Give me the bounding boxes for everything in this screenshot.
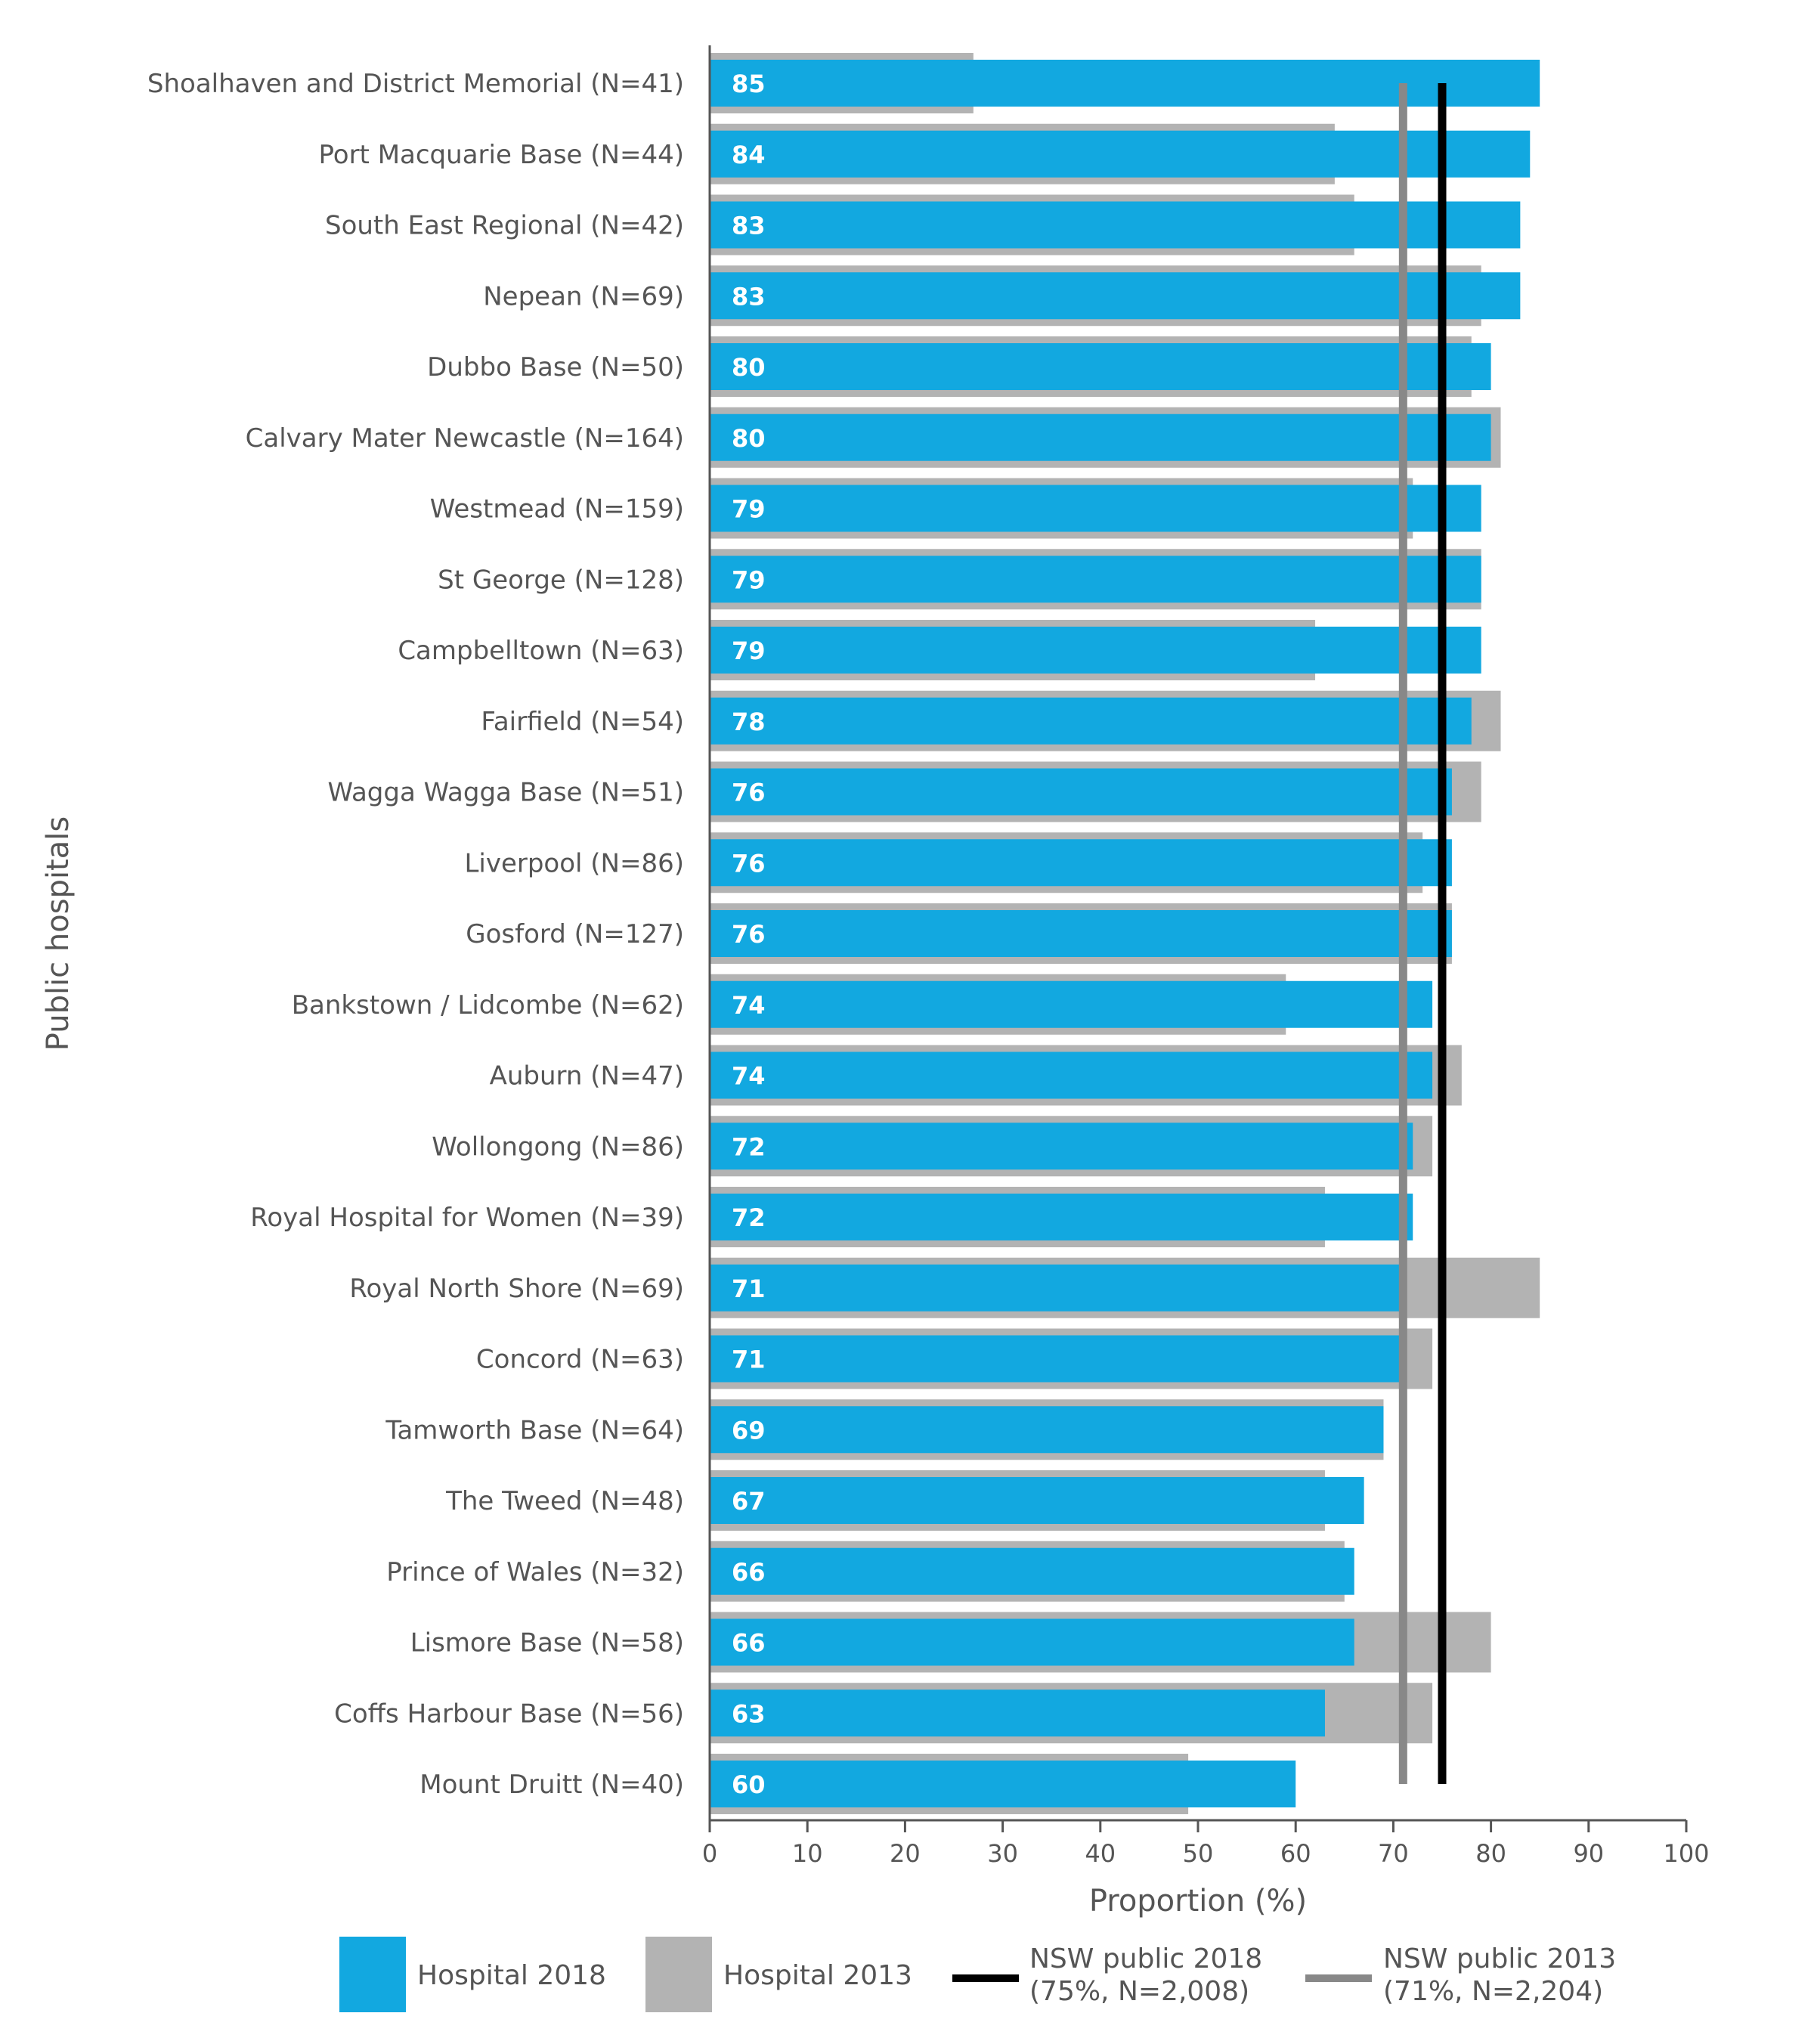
bar-2018 bbox=[710, 1051, 1433, 1099]
legend-label-2013: Hospital 2013 bbox=[723, 1960, 912, 1991]
y-axis-title: Public hospitals bbox=[41, 816, 76, 1051]
x-tick-label: 50 bbox=[1183, 1839, 1214, 1868]
bar-2018 bbox=[710, 556, 1481, 603]
data-label: 76 bbox=[732, 920, 766, 949]
category-label: Concord (N=63) bbox=[476, 1345, 684, 1375]
category-label: Prince of Wales (N=32) bbox=[386, 1557, 684, 1587]
x-tick-label: 60 bbox=[1280, 1839, 1311, 1868]
data-label: 66 bbox=[732, 1629, 766, 1658]
category-label: Royal North Shore (N=69) bbox=[349, 1274, 684, 1304]
data-label: 63 bbox=[732, 1699, 766, 1728]
data-label: 74 bbox=[732, 1062, 766, 1091]
data-label: 83 bbox=[732, 212, 766, 240]
category-label: Campbelltown (N=63) bbox=[398, 636, 684, 666]
data-label: 67 bbox=[732, 1487, 766, 1516]
category-label: Port Macquarie Base (N=44) bbox=[318, 140, 684, 170]
category-label: Gosford (N=127) bbox=[466, 919, 684, 949]
bar-2018 bbox=[710, 627, 1481, 674]
data-label: 79 bbox=[732, 565, 766, 594]
category-label: Wagga Wagga Base (N=51) bbox=[328, 778, 684, 808]
legend-label: NSW public 2013 bbox=[1383, 1943, 1616, 1974]
bar-2018 bbox=[710, 839, 1452, 887]
data-label: 72 bbox=[732, 1132, 766, 1161]
category-label: Lismore Base (N=58) bbox=[410, 1628, 684, 1658]
category-label: Tamworth Base (N=64) bbox=[385, 1415, 684, 1445]
data-label: 66 bbox=[732, 1558, 766, 1587]
category-label: Shoalhaven and District Memorial (N=41) bbox=[147, 69, 684, 99]
data-label: 69 bbox=[732, 1416, 766, 1445]
bar-2018 bbox=[710, 1406, 1384, 1454]
bar-2018 bbox=[710, 1689, 1325, 1737]
legend-label: NSW public 2018 bbox=[1029, 1943, 1262, 1974]
data-label: 79 bbox=[732, 495, 766, 524]
data-label: 85 bbox=[732, 70, 766, 98]
category-label: The Tweed (N=48) bbox=[445, 1486, 684, 1516]
bar-2018 bbox=[710, 1335, 1404, 1383]
x-tick-label: 30 bbox=[987, 1839, 1018, 1868]
x-tick-label: 40 bbox=[1085, 1839, 1116, 1868]
data-label: 74 bbox=[732, 991, 766, 1020]
bar-2018 bbox=[710, 130, 1531, 178]
category-label: Auburn (N=47) bbox=[490, 1061, 684, 1092]
bar-2018 bbox=[710, 1194, 1413, 1240]
legend-detail: (71%, N=2,204) bbox=[1383, 1976, 1603, 2007]
category-label: Dubbo Base (N=50) bbox=[427, 352, 684, 382]
data-label: 80 bbox=[732, 424, 766, 453]
category-label: South East Regional (N=42) bbox=[325, 211, 684, 241]
data-label: 71 bbox=[732, 1274, 766, 1303]
category-label: Fairfield (N=54) bbox=[481, 707, 684, 737]
category-label: Royal Hospital for Women (N=39) bbox=[250, 1203, 684, 1233]
data-label: 84 bbox=[732, 141, 766, 169]
x-tick-label: 0 bbox=[702, 1839, 717, 1868]
legend-swatch-2013 bbox=[645, 1937, 712, 2012]
data-label: 72 bbox=[732, 1203, 766, 1232]
category-label: St George (N=128) bbox=[438, 565, 684, 595]
data-label: 78 bbox=[732, 708, 766, 736]
category-label: Nepean (N=69) bbox=[483, 281, 684, 311]
category-label: Liverpool (N=86) bbox=[464, 848, 684, 878]
data-label: 83 bbox=[732, 282, 766, 311]
x-tick-label: 100 bbox=[1663, 1839, 1709, 1868]
bar-2018 bbox=[710, 697, 1472, 745]
legend-label-2018: Hospital 2018 bbox=[417, 1960, 606, 1991]
data-label: 80 bbox=[732, 353, 766, 382]
data-label: 71 bbox=[732, 1346, 766, 1374]
data-label: 60 bbox=[732, 1770, 766, 1799]
category-label: Wollongong (N=86) bbox=[432, 1132, 684, 1162]
legend-swatch-2018 bbox=[339, 1937, 406, 2012]
bar-2018 bbox=[710, 910, 1452, 957]
bar-2018 bbox=[710, 485, 1481, 532]
bar-2018 bbox=[710, 1547, 1354, 1595]
bar-2018 bbox=[710, 343, 1491, 390]
category-label: Mount Druitt (N=40) bbox=[419, 1770, 684, 1800]
x-tick-label: 10 bbox=[792, 1839, 823, 1868]
bar-2018 bbox=[710, 768, 1452, 816]
x-tick-label: 80 bbox=[1475, 1839, 1506, 1868]
bar-2018 bbox=[710, 201, 1521, 249]
bar-2018 bbox=[710, 1264, 1404, 1312]
bar-2018 bbox=[710, 980, 1433, 1028]
x-tick-label: 20 bbox=[890, 1839, 921, 1868]
bar-2018 bbox=[710, 272, 1521, 320]
bar-2018 bbox=[710, 1477, 1364, 1524]
bar-2018 bbox=[710, 1618, 1354, 1666]
x-axis-title: Proportion (%) bbox=[1089, 1884, 1307, 1919]
category-label: Bankstown / Lidcombe (N=62) bbox=[292, 990, 684, 1020]
bar-2018 bbox=[710, 60, 1540, 107]
bar-2018 bbox=[710, 1123, 1413, 1170]
category-label: Coffs Harbour Base (N=56) bbox=[334, 1699, 684, 1729]
bar-2018 bbox=[710, 413, 1491, 461]
data-label: 76 bbox=[732, 849, 766, 878]
category-label: Calvary Mater Newcastle (N=164) bbox=[246, 423, 684, 454]
data-label: 76 bbox=[732, 779, 766, 807]
legend-detail: (75%, N=2,008) bbox=[1029, 1976, 1249, 2007]
category-label: Westmead (N=159) bbox=[430, 494, 684, 525]
data-label: 79 bbox=[732, 636, 766, 665]
x-tick-label: 70 bbox=[1378, 1839, 1409, 1868]
bar-2018 bbox=[710, 1761, 1296, 1807]
x-tick-label: 90 bbox=[1573, 1839, 1604, 1868]
